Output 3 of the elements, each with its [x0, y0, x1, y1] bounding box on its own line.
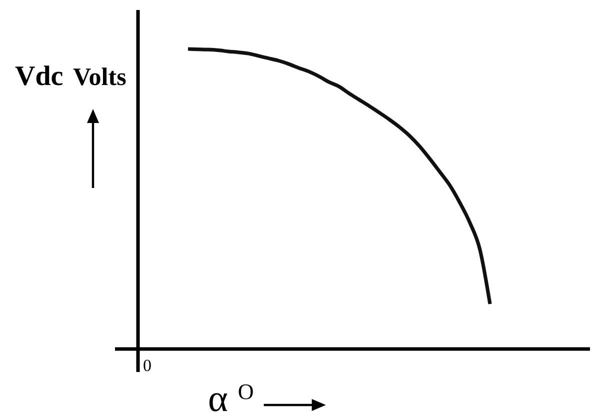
text: 0 — [143, 356, 152, 375]
y-axis-title: Vdc Volts — [15, 61, 127, 92]
x-axis-title: α$^{O}$ — [208, 378, 254, 416]
